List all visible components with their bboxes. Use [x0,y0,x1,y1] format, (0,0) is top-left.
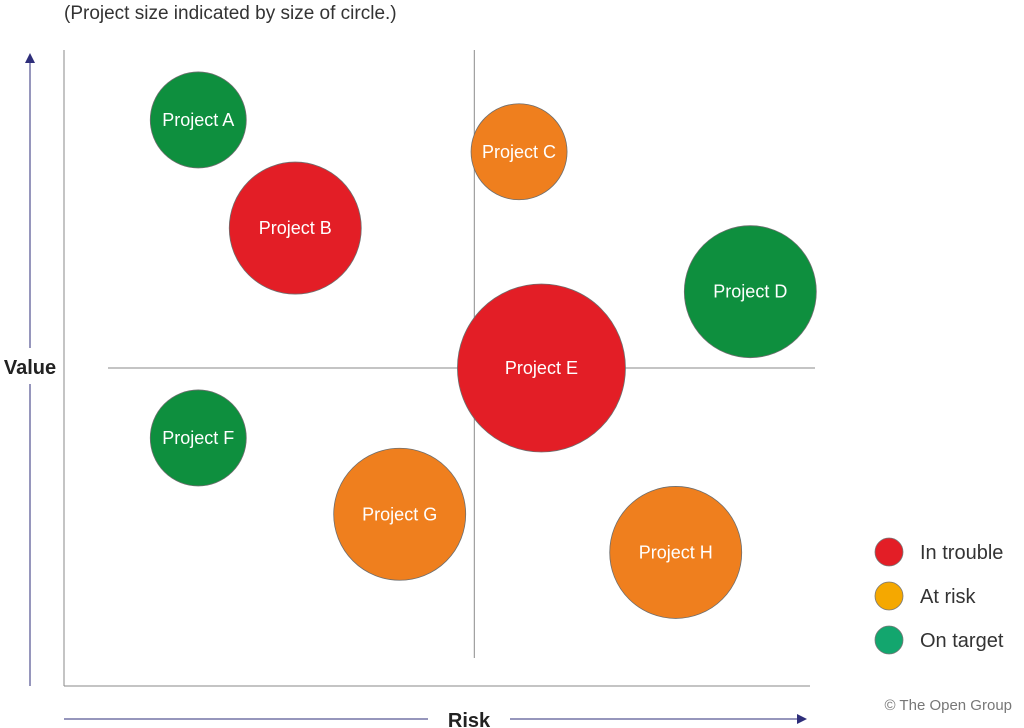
bubble-project-c: Project C [470,103,568,201]
bubble-project-a: Project A [149,71,247,169]
bubble-label-project-a: Project A [162,110,234,130]
value-label-background [0,348,62,384]
bubble-circle-project-h [609,486,743,619]
y-axis-title: Value [4,357,56,379]
legend-label-on-target: On target [920,630,1004,652]
legend-label-at-risk: At risk [920,586,977,608]
legend-swatch-at-risk [874,581,904,611]
bubble-label-project-d: Project D [713,282,787,302]
risk-label-background [428,704,510,728]
bubble-circle-project-c [470,103,568,201]
chart-subtitle: (Project size indicated by size of circl… [64,3,397,24]
bubble-label-project-c: Project C [482,142,556,162]
bubble-circle-project-b [228,161,362,295]
bubble-circle-project-g [333,447,467,581]
bubble-label-project-h: Project H [639,542,713,562]
bubble-group: Project A Project B Project C Project D Proj… [149,71,817,619]
legend-swatch-in-trouble [874,537,904,567]
bubble-label-project-b: Project B [259,218,332,238]
bubble-project-b: Project B [228,161,362,295]
bubble-project-d: Project D [683,225,817,359]
bubble-label-project-g: Project G [362,504,437,524]
legend-label-in-trouble: In trouble [920,542,1003,564]
bubble-label-project-f: Project F [162,428,234,448]
legend: In trouble At risk On target [874,537,1004,655]
copyright-text: © The Open Group [884,697,1012,714]
bubble-project-h: Project H [609,486,743,619]
x-axis-title: Risk [448,710,491,728]
bubble-circle-project-d [683,225,817,359]
legend-swatch-on-target [874,625,904,655]
bubble-circle-project-f [149,389,247,487]
bubble-project-f: Project F [149,389,247,487]
bubble-circle-project-a [149,71,247,169]
bubble-label-project-e: Project E [505,358,578,378]
bubble-project-e: Project E [457,283,626,453]
bubble-project-g: Project G [333,447,467,581]
bubble-circle-project-e [457,283,626,453]
